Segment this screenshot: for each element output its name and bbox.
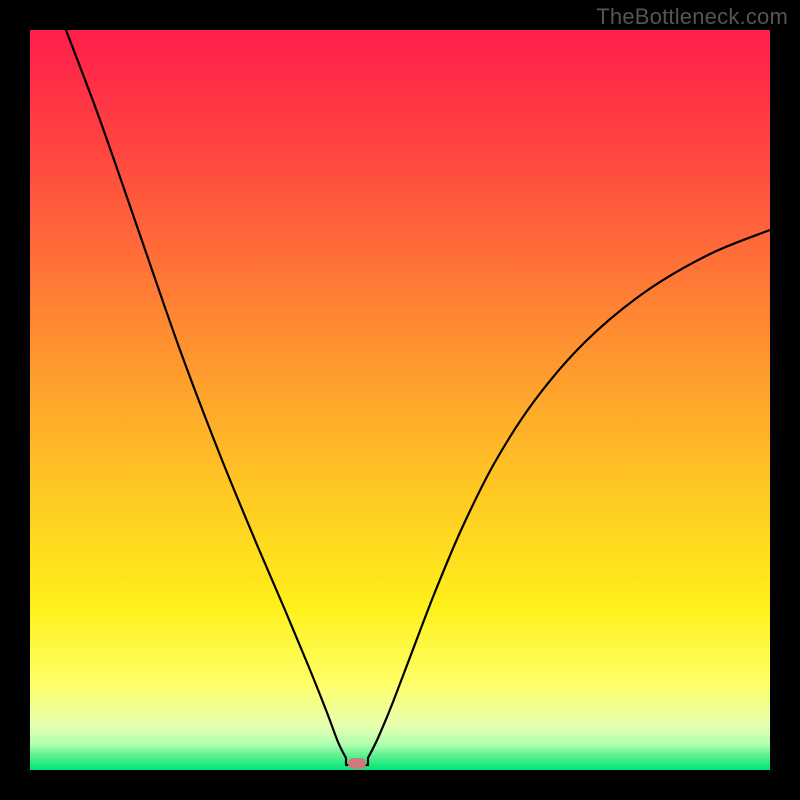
optimal-marker — [348, 758, 366, 769]
bottleneck-curve — [30, 30, 770, 770]
watermark: TheBottleneck.com — [596, 4, 788, 30]
